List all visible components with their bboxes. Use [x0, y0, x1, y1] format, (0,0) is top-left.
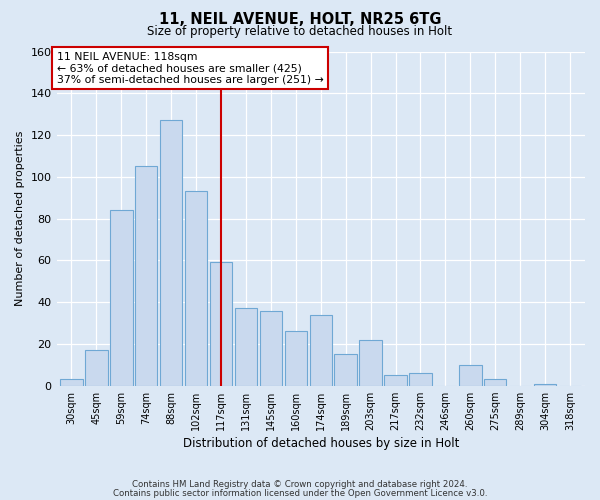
Text: Size of property relative to detached houses in Holt: Size of property relative to detached ho…	[148, 25, 452, 38]
Bar	[385, 376, 407, 386]
Bar	[409, 373, 431, 386]
Bar	[284, 332, 307, 386]
Text: 11 NEIL AVENUE: 118sqm
← 63% of detached houses are smaller (425)
37% of semi-de: 11 NEIL AVENUE: 118sqm ← 63% of detached…	[56, 52, 323, 84]
Bar	[534, 384, 556, 386]
Y-axis label: Number of detached properties: Number of detached properties	[15, 131, 25, 306]
Bar	[185, 192, 208, 386]
Bar	[359, 340, 382, 386]
Bar	[85, 350, 107, 386]
Bar	[459, 365, 482, 386]
Bar	[484, 380, 506, 386]
Bar	[334, 354, 357, 386]
Text: Contains public sector information licensed under the Open Government Licence v3: Contains public sector information licen…	[113, 488, 487, 498]
X-axis label: Distribution of detached houses by size in Holt: Distribution of detached houses by size …	[182, 437, 459, 450]
Text: Contains HM Land Registry data © Crown copyright and database right 2024.: Contains HM Land Registry data © Crown c…	[132, 480, 468, 489]
Bar	[110, 210, 133, 386]
Bar	[135, 166, 157, 386]
Bar	[60, 380, 83, 386]
Bar	[160, 120, 182, 386]
Bar	[310, 314, 332, 386]
Text: 11, NEIL AVENUE, HOLT, NR25 6TG: 11, NEIL AVENUE, HOLT, NR25 6TG	[159, 12, 441, 28]
Bar	[260, 310, 282, 386]
Bar	[210, 262, 232, 386]
Bar	[235, 308, 257, 386]
